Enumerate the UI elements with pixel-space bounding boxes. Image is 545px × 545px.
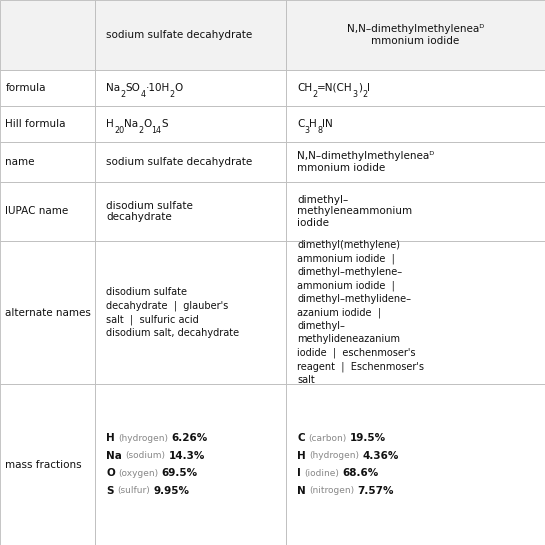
Text: IN: IN: [322, 119, 333, 129]
Bar: [0, 182, 95, 241]
Bar: [286, 70, 545, 106]
Text: =N(CH: =N(CH: [317, 83, 353, 93]
Text: dimethyl(methylene)
ammonium iodide  |
dimethyl–methylene–
ammonium iodide  |
di: dimethyl(methylene) ammonium iodide | di…: [297, 240, 424, 385]
Text: 8: 8: [317, 126, 322, 135]
Text: 69.5%: 69.5%: [162, 468, 198, 479]
Text: H: H: [106, 119, 114, 129]
Bar: [95, 70, 286, 106]
Bar: [0, 241, 95, 384]
Text: O: O: [175, 83, 183, 93]
Text: H: H: [297, 451, 306, 461]
Bar: [0, 0, 95, 70]
Text: 14: 14: [152, 126, 162, 135]
Text: alternate names: alternate names: [5, 307, 92, 318]
Text: Na: Na: [106, 83, 120, 93]
Bar: [0, 106, 95, 142]
Bar: [95, 106, 286, 142]
Text: N: N: [297, 486, 306, 496]
Bar: [286, 106, 545, 142]
Text: 2: 2: [362, 90, 367, 99]
Text: ·10H: ·10H: [146, 83, 169, 93]
Text: 2: 2: [312, 90, 317, 99]
Text: formula: formula: [5, 83, 46, 93]
Text: Na: Na: [124, 119, 138, 129]
Text: CH: CH: [297, 83, 312, 93]
Bar: [0, 384, 95, 545]
Bar: [286, 142, 545, 182]
Text: (sodium): (sodium): [125, 451, 165, 461]
Text: H: H: [310, 119, 317, 129]
Bar: [286, 241, 545, 384]
Bar: [0, 142, 95, 182]
Text: Hill formula: Hill formula: [5, 119, 66, 129]
Text: O: O: [143, 119, 152, 129]
Text: disodium sulfate
decahydrate  |  glauber's
salt  |  sulfuric acid
disodium salt,: disodium sulfate decahydrate | glauber's…: [106, 287, 239, 338]
Bar: [95, 182, 286, 241]
Bar: [95, 142, 286, 182]
Text: H: H: [106, 433, 115, 444]
Text: C: C: [297, 119, 305, 129]
Text: 4: 4: [141, 90, 146, 99]
Text: S: S: [106, 486, 114, 496]
Text: 20: 20: [114, 126, 124, 135]
Text: (nitrogen): (nitrogen): [309, 486, 354, 495]
Text: O: O: [106, 468, 115, 479]
Text: ): ): [358, 83, 362, 93]
Text: 19.5%: 19.5%: [349, 433, 385, 444]
Text: (carbon): (carbon): [308, 434, 346, 443]
Bar: [286, 384, 545, 545]
Text: 4.36%: 4.36%: [362, 451, 398, 461]
Text: dimethyl–
methyleneammonium
iodide: dimethyl– methyleneammonium iodide: [297, 195, 412, 228]
Text: 9.95%: 9.95%: [153, 486, 189, 496]
Text: (hydrogen): (hydrogen): [309, 451, 359, 461]
Bar: [95, 384, 286, 545]
Text: 68.6%: 68.6%: [342, 468, 379, 479]
Text: SO: SO: [125, 83, 141, 93]
Text: N,N–dimethylmethyleneaᴰ
mmonium iodide: N,N–dimethylmethyleneaᴰ mmonium iodide: [347, 24, 484, 46]
Text: 2: 2: [120, 90, 125, 99]
Text: 3: 3: [305, 126, 310, 135]
Text: (sulfur): (sulfur): [117, 486, 150, 495]
Text: sodium sulfate decahydrate: sodium sulfate decahydrate: [106, 30, 252, 40]
Text: sodium sulfate decahydrate: sodium sulfate decahydrate: [106, 157, 252, 167]
Text: 2: 2: [138, 126, 143, 135]
Text: name: name: [5, 157, 35, 167]
Bar: [0, 70, 95, 106]
Bar: [95, 241, 286, 384]
Text: IUPAC name: IUPAC name: [5, 207, 69, 216]
Text: Na: Na: [106, 451, 122, 461]
Text: 3: 3: [353, 90, 358, 99]
Text: S: S: [162, 119, 168, 129]
Text: C: C: [297, 433, 305, 444]
Text: I: I: [367, 83, 370, 93]
Text: 2: 2: [169, 90, 175, 99]
Text: 14.3%: 14.3%: [168, 451, 205, 461]
Text: 6.26%: 6.26%: [172, 433, 208, 444]
Text: I: I: [297, 468, 301, 479]
Text: N,N–dimethylmethyleneaᴰ
mmonium iodide: N,N–dimethylmethyleneaᴰ mmonium iodide: [297, 151, 434, 173]
Bar: [286, 0, 545, 70]
Bar: [95, 0, 286, 70]
Text: mass fractions: mass fractions: [5, 459, 82, 470]
Text: (hydrogen): (hydrogen): [118, 434, 168, 443]
Text: (oxygen): (oxygen): [118, 469, 159, 478]
Bar: [286, 182, 545, 241]
Text: (iodine): (iodine): [304, 469, 339, 478]
Text: 7.57%: 7.57%: [358, 486, 394, 496]
Text: disodium sulfate
decahydrate: disodium sulfate decahydrate: [106, 201, 193, 222]
